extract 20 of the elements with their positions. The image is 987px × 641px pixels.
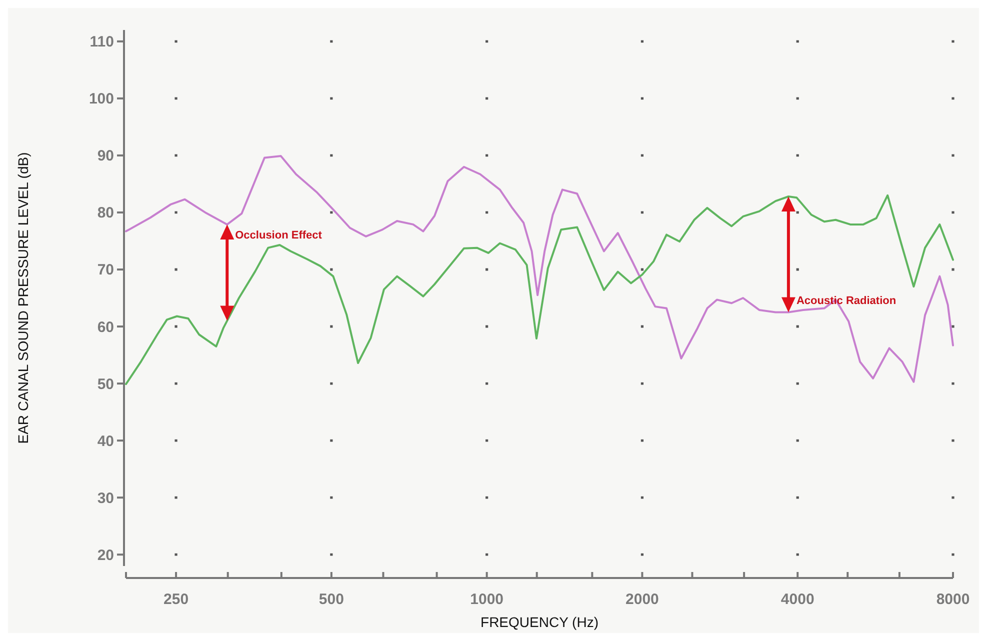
x-tick-label: 500: [318, 591, 344, 608]
annotation: Acoustic Radiation: [796, 295, 896, 308]
y-axis-title: EAR CANAL SOUND PRESSURE LEVEL (dB): [15, 152, 31, 444]
y-tick-label: 100: [88, 90, 114, 108]
y-tick-label: 80: [97, 204, 114, 222]
y-tick-label: 110: [90, 34, 114, 51]
x-tick-label: 2000: [626, 591, 659, 608]
y-tick-label: 50: [97, 376, 114, 393]
y-tick-label: 20: [97, 546, 114, 564]
x-tick-label: 1000: [470, 591, 504, 608]
annotation: Occlusion Effect: [235, 229, 322, 242]
x-tick-label: 8000: [936, 591, 970, 608]
y-tick-label: 40: [97, 432, 114, 450]
y-tick-label: 90: [97, 148, 114, 165]
y-tick-label: 60: [97, 318, 114, 336]
y-tick-label: 30: [97, 490, 114, 507]
x-tick-label: 4000: [780, 591, 814, 608]
x-axis-title: FREQUENCY (Hz): [480, 614, 598, 630]
y-tick-label: 70: [97, 262, 114, 279]
x-tick-label: 250: [164, 591, 189, 608]
